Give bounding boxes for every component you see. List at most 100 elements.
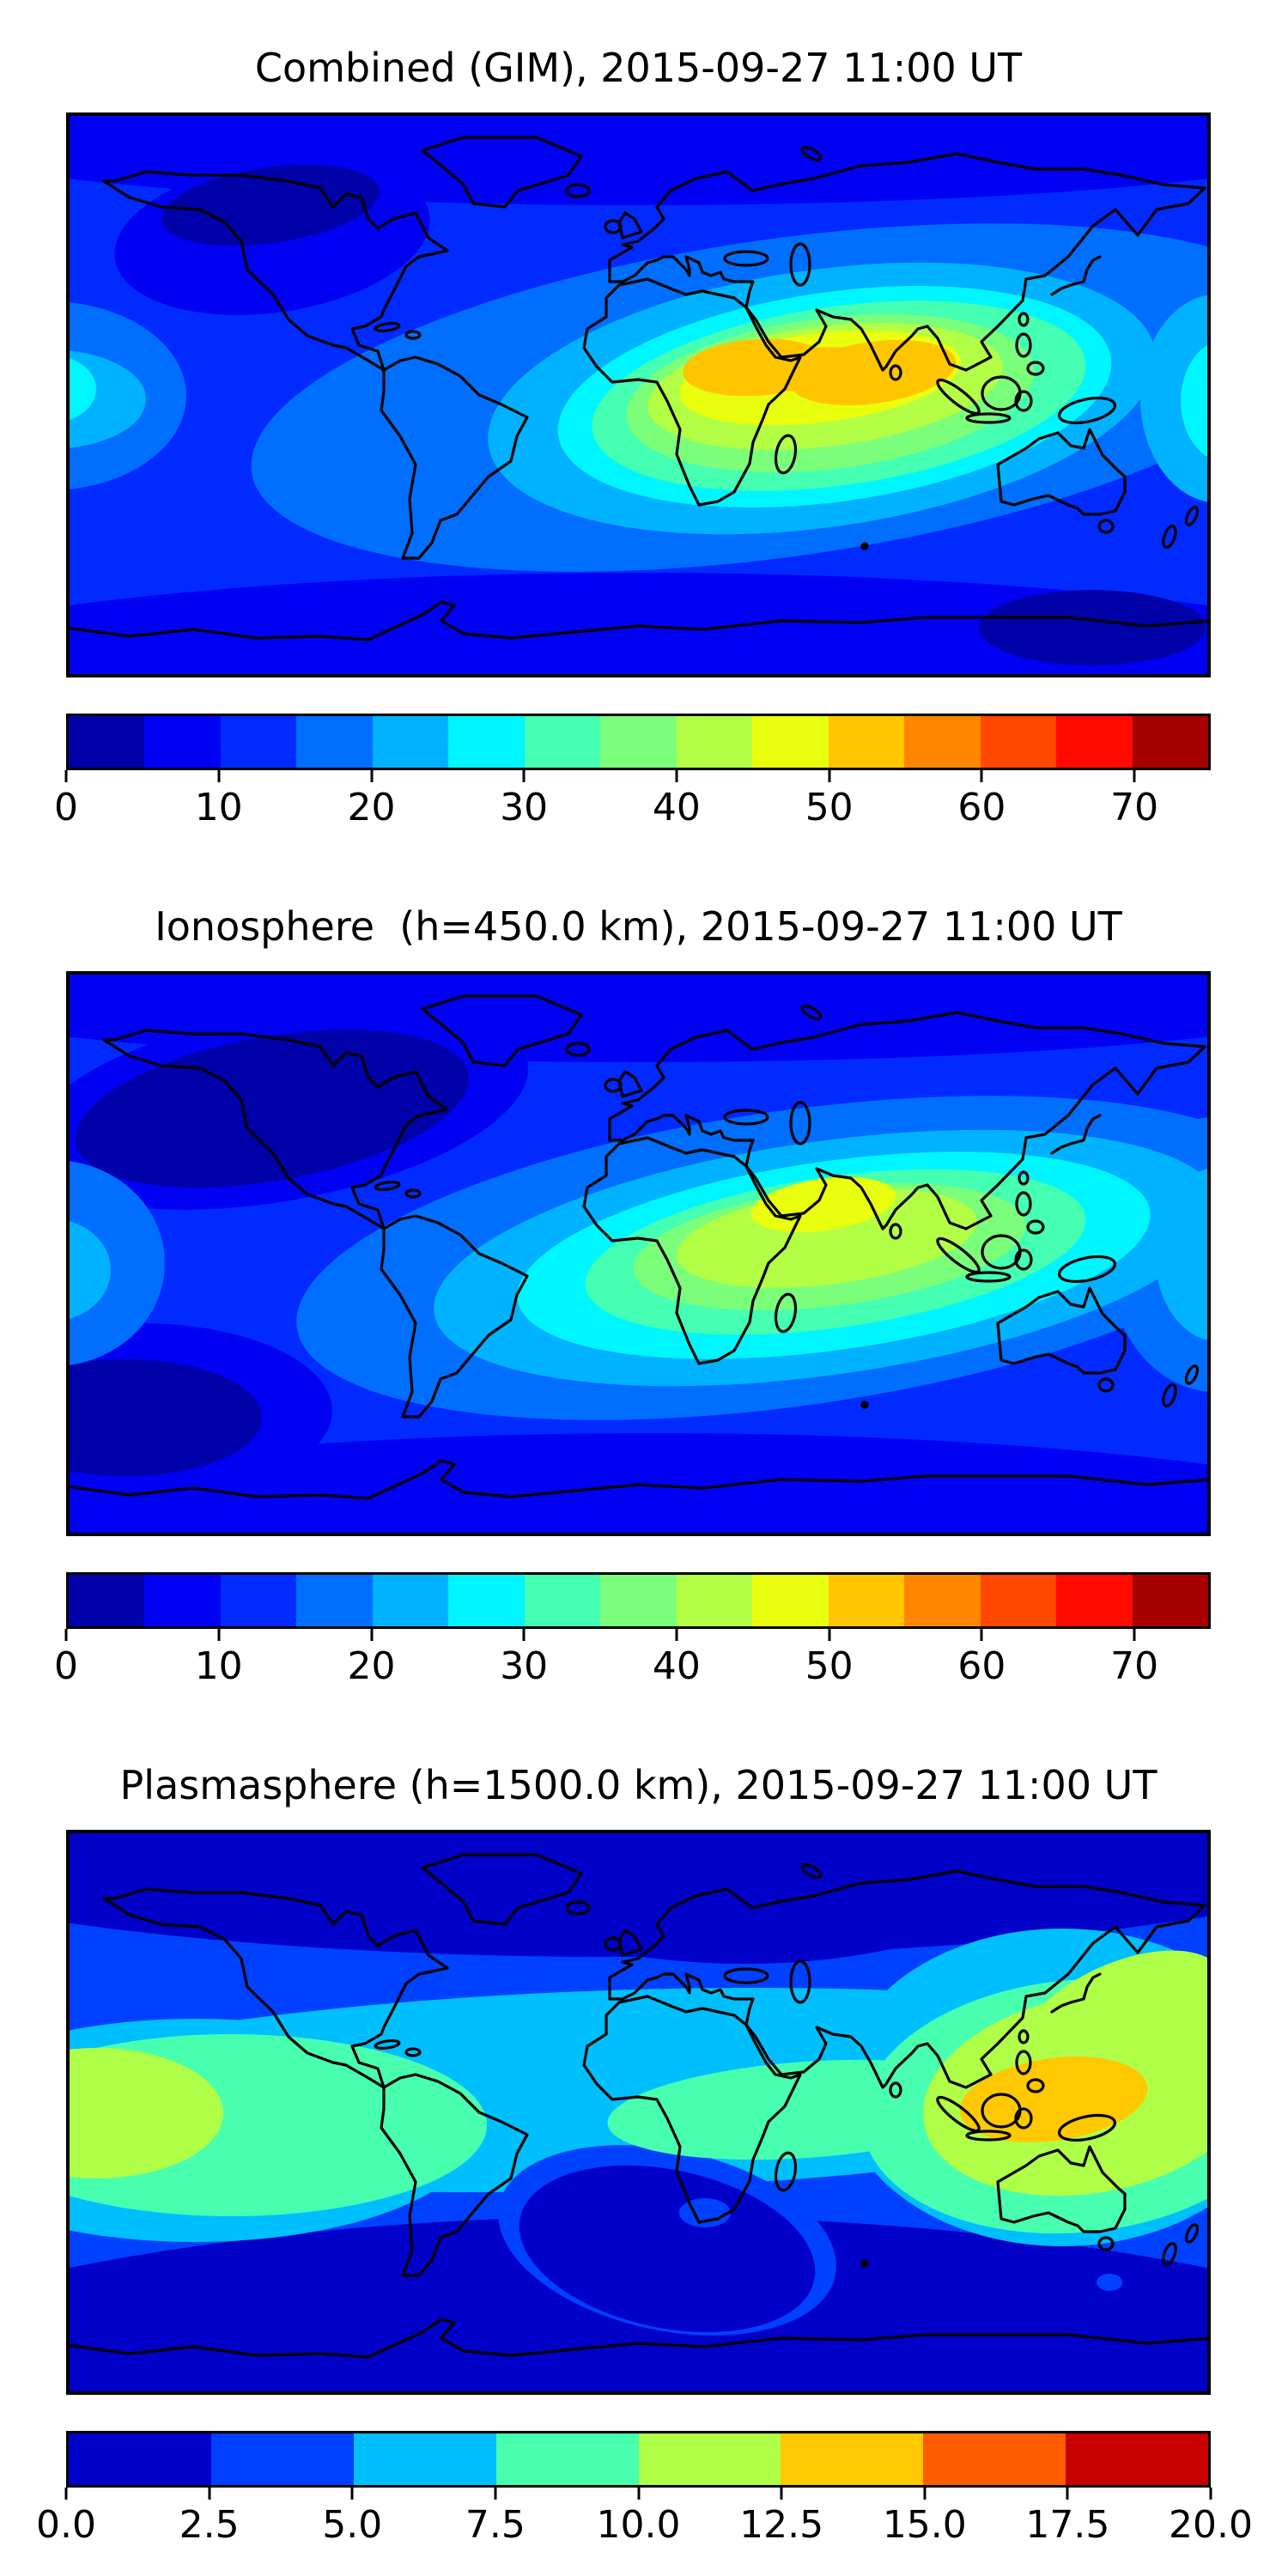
tick-label: 10 bbox=[194, 1644, 243, 1688]
tick-mark bbox=[64, 1629, 68, 1641]
colorbar-segment bbox=[828, 716, 905, 768]
map-frame bbox=[66, 971, 1211, 1536]
tick-mark bbox=[828, 1629, 831, 1641]
tick-mark bbox=[637, 2488, 640, 2500]
tick-label: 10 bbox=[194, 786, 243, 829]
colorbar-segment bbox=[144, 1575, 221, 1626]
tick-label: 70 bbox=[1110, 786, 1159, 829]
band-0-5 bbox=[161, 164, 1206, 665]
colorbar-segment bbox=[372, 716, 449, 768]
tick-mark bbox=[1133, 770, 1136, 782]
tick-label: 30 bbox=[500, 786, 549, 829]
tick-label: 60 bbox=[957, 1644, 1006, 1688]
tick-label: 10.0 bbox=[596, 2503, 681, 2547]
band-12.5-15-peak bbox=[959, 2057, 1148, 2142]
tick-label: 40 bbox=[652, 786, 701, 829]
colorbar-plasmasphere bbox=[66, 2431, 1211, 2488]
colorbar-segment bbox=[904, 1575, 981, 1626]
tick-mark bbox=[370, 770, 373, 782]
colorbar-segment bbox=[1132, 1575, 1209, 1626]
tick-mark bbox=[980, 1629, 983, 1641]
colorbar-segment bbox=[69, 716, 145, 768]
tick-mark bbox=[494, 2488, 497, 2500]
tick-mark bbox=[217, 770, 221, 782]
tick-mark bbox=[1209, 2488, 1212, 2500]
contour-field bbox=[66, 1830, 1211, 2395]
colorbar-segment bbox=[980, 1575, 1057, 1626]
south-atlantic-trough bbox=[498, 2145, 1122, 2336]
tick-label: 0.0 bbox=[36, 2503, 96, 2547]
tick-mark bbox=[208, 2488, 211, 2500]
tick-label: 0 bbox=[54, 1644, 78, 1688]
tick-mark bbox=[64, 770, 68, 782]
colorbar-segment bbox=[638, 2433, 781, 2485]
panel-combined-gim: Combined (GIM), 2015-09-27 11:00 UT bbox=[0, 0, 1288, 859]
contour-map-svg bbox=[66, 971, 1211, 1536]
colorbar-segment bbox=[495, 2433, 639, 2485]
panel-ionosphere: Ionosphere (h=450.0 km), 2015-09-27 11:0… bbox=[0, 859, 1288, 1717]
tick-mark bbox=[350, 2488, 354, 2500]
map-combined-gim bbox=[66, 112, 1211, 677]
tick-label: 0 bbox=[54, 786, 78, 829]
tick-mark bbox=[923, 2488, 927, 2500]
colorbar-segment bbox=[524, 1575, 601, 1626]
band-50-55-peak bbox=[683, 338, 957, 406]
tick-label: 60 bbox=[957, 786, 1006, 829]
colorbar-segment bbox=[752, 716, 829, 768]
colorbar-segment bbox=[296, 716, 373, 768]
panel-plasmasphere: Plasmasphere (h=1500.0 km), 2015-09-27 1… bbox=[0, 1717, 1288, 2576]
tick-mark bbox=[980, 770, 983, 782]
colorbar-segment bbox=[144, 716, 221, 768]
map-frame bbox=[66, 112, 1211, 677]
colorbar-segment bbox=[448, 1575, 525, 1626]
tick-mark bbox=[522, 1629, 526, 1641]
page-title: Combined (GIM), 2015-09-27 11:00 UT bbox=[254, 45, 1023, 91]
colorbar-segment bbox=[69, 2433, 211, 2485]
band-0-5 bbox=[66, 1029, 469, 1476]
colorbar-segment bbox=[220, 1575, 297, 1626]
colorbar-segment bbox=[600, 1575, 677, 1626]
colorbar-segment bbox=[600, 716, 677, 768]
contour-map-svg bbox=[66, 112, 1211, 677]
colorbar-combined bbox=[66, 714, 1211, 770]
tick-label: 40 bbox=[652, 1644, 701, 1688]
contour-field bbox=[66, 971, 1211, 1536]
tick-mark bbox=[675, 1629, 678, 1641]
contour-field bbox=[66, 112, 1211, 677]
colorbar-segment bbox=[296, 1575, 373, 1626]
tick-label: 7.5 bbox=[465, 2503, 526, 2547]
tick-mark bbox=[675, 770, 678, 782]
colorbar-segment bbox=[1056, 716, 1133, 768]
colorbar-segment bbox=[904, 716, 981, 768]
tick-label: 5.0 bbox=[322, 2503, 383, 2547]
colorbar-segment bbox=[1132, 716, 1209, 768]
tick-label: 20 bbox=[347, 1644, 396, 1688]
colorbar-segment bbox=[1066, 2433, 1208, 2485]
colorbar-segment bbox=[923, 2433, 1066, 2485]
tick-label: 70 bbox=[1110, 1644, 1159, 1688]
colorbar-segment bbox=[372, 1575, 449, 1626]
colorbar-segment bbox=[69, 1575, 145, 1626]
map-frame bbox=[66, 1830, 1211, 2395]
colorbar-ionosphere bbox=[66, 1572, 1211, 1629]
colorbar-segment bbox=[676, 716, 753, 768]
tick-label: 20.0 bbox=[1169, 2503, 1253, 2547]
colorbar-segment bbox=[781, 2433, 924, 2485]
colorbar-segment bbox=[752, 1575, 829, 1626]
contour-map-svg bbox=[66, 1830, 1211, 2395]
tick-mark bbox=[780, 2488, 783, 2500]
colorbar-segment bbox=[1056, 1575, 1133, 1626]
colorbar-segment bbox=[676, 1575, 753, 1626]
map-plasmasphere bbox=[66, 1830, 1211, 2395]
tick-mark bbox=[64, 2488, 68, 2500]
tick-label: 30 bbox=[500, 1644, 549, 1688]
colorbar-segment bbox=[828, 1575, 905, 1626]
tick-label: 2.5 bbox=[179, 2503, 240, 2547]
tick-label: 50 bbox=[805, 1644, 854, 1688]
tick-mark bbox=[217, 1629, 221, 1641]
tick-mark bbox=[1066, 2488, 1069, 2500]
tick-label: 15.0 bbox=[882, 2503, 967, 2547]
page-title: Ionosphere (h=450.0 km), 2015-09-27 11:0… bbox=[155, 903, 1122, 950]
colorbar-segment bbox=[524, 716, 601, 768]
